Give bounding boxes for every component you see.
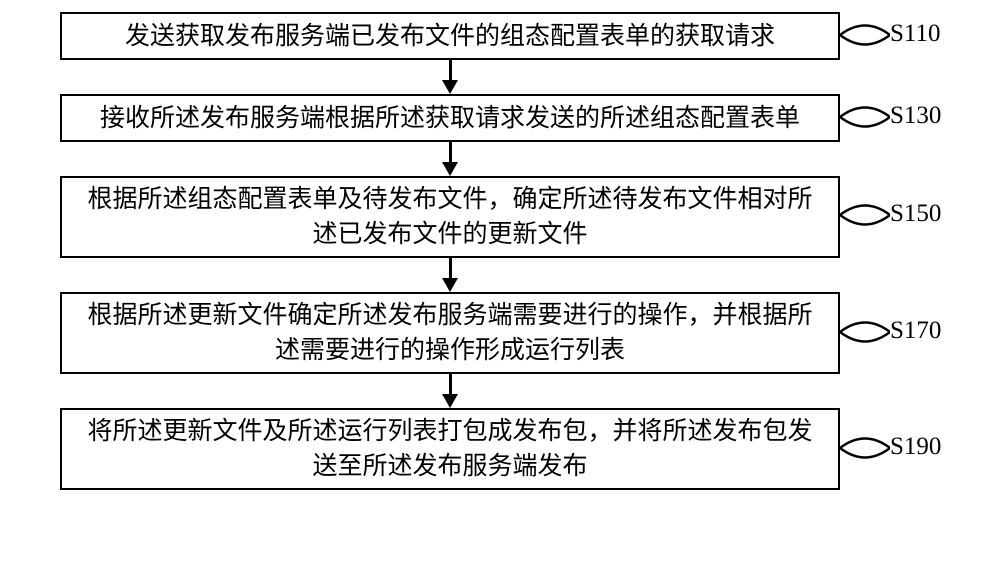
- arrow-line: [449, 258, 452, 280]
- step-label-s190: S190: [890, 433, 941, 461]
- arrow-line: [449, 142, 452, 164]
- connector-s150: [840, 200, 890, 230]
- arrow-head-icon: [442, 162, 458, 176]
- step-text: 根据所述组态配置表单及待发布文件，确定所述待发布文件相对所述已发布文件的更新文件: [78, 182, 822, 252]
- arrow-line: [449, 374, 452, 396]
- connector-s170: [840, 317, 890, 347]
- step-box-s190: 将所述更新文件及所述运行列表打包成发布包，并将所述发布包发送至所述发布服务端发布: [60, 408, 840, 490]
- arrow-head-icon: [442, 278, 458, 292]
- step-text: 根据所述更新文件确定所述发布服务端需要进行的操作，并根据所述需要进行的操作形成运…: [78, 298, 822, 368]
- step-box-s150: 根据所述组态配置表单及待发布文件，确定所述待发布文件相对所述已发布文件的更新文件: [60, 176, 840, 258]
- step-box-s130: 接收所述发布服务端根据所述获取请求发送的所述组态配置表单: [60, 94, 840, 142]
- step-box-s170: 根据所述更新文件确定所述发布服务端需要进行的操作，并根据所述需要进行的操作形成运…: [60, 292, 840, 374]
- step-text: 将所述更新文件及所述运行列表打包成发布包，并将所述发布包发送至所述发布服务端发布: [78, 414, 822, 484]
- step-text: 发送获取发布服务端已发布文件的组态配置表单的获取请求: [125, 19, 775, 54]
- connector-s190: [840, 433, 890, 463]
- connector-s130: [840, 102, 890, 132]
- step-label-s150: S150: [890, 200, 941, 228]
- step-label-s110: S110: [890, 20, 940, 48]
- step-box-s110: 发送获取发布服务端已发布文件的组态配置表单的获取请求: [60, 12, 840, 60]
- step-label-s170: S170: [890, 317, 941, 345]
- flowchart-container: 发送获取发布服务端已发布文件的组态配置表单的获取请求 S110 接收所述发布服务…: [0, 0, 1000, 571]
- arrow-line: [449, 60, 452, 82]
- arrow-head-icon: [442, 80, 458, 94]
- step-text: 接收所述发布服务端根据所述获取请求发送的所述组态配置表单: [100, 101, 800, 136]
- arrow-head-icon: [442, 394, 458, 408]
- connector-s110: [840, 20, 890, 50]
- step-label-s130: S130: [890, 102, 941, 130]
